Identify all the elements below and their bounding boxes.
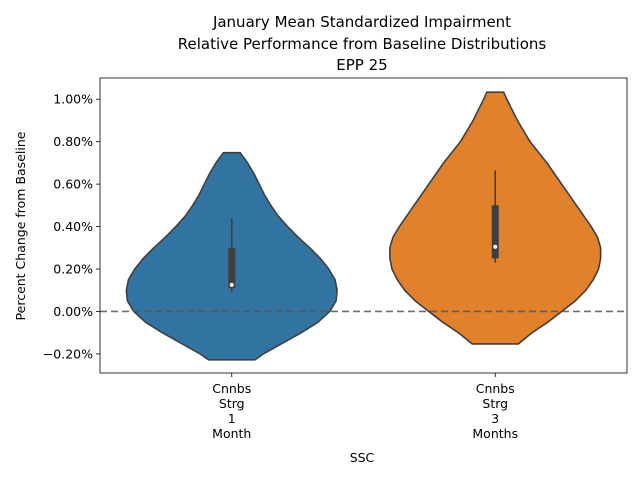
violin-iqr-box-1 <box>228 247 236 289</box>
y-tick-label-1: −0.20% <box>43 346 93 361</box>
y-tick-label-6: 0.80% <box>53 134 93 149</box>
x-tick-label-1: Cnnbs Strg 1 Month <box>212 381 251 441</box>
violin-median-1 <box>229 282 234 287</box>
plot-area: Cnnbs Strg 1 Month Cnnbs Strg 3 Months −0.20% 0.0… <box>43 77 628 441</box>
y-tick-label-3: 0.20% <box>53 262 93 277</box>
y-tick-label-7: 1.00% <box>53 92 93 107</box>
y-tick-label-2: 0.00% <box>53 304 93 319</box>
violin-median-2 <box>493 244 498 249</box>
violin-iqr-box-2 <box>491 205 499 259</box>
y-axis-label: Percent Change from Baseline <box>13 131 28 320</box>
plot-frame <box>99 77 628 374</box>
y-tick-label-5: 0.60% <box>53 177 93 192</box>
y-tick-label-4: 0.40% <box>53 219 93 234</box>
chart-title-line-3: EPP 25 <box>336 56 387 74</box>
chart-title-line-2: Relative Performance from Baseline Distr… <box>178 35 547 53</box>
x-axis-label: SSC <box>350 450 375 465</box>
x-tick-label-2: Cnnbs Strg 3 Months <box>472 381 518 441</box>
chart-title-line-1: January Mean Standardized Impairment <box>212 13 511 31</box>
